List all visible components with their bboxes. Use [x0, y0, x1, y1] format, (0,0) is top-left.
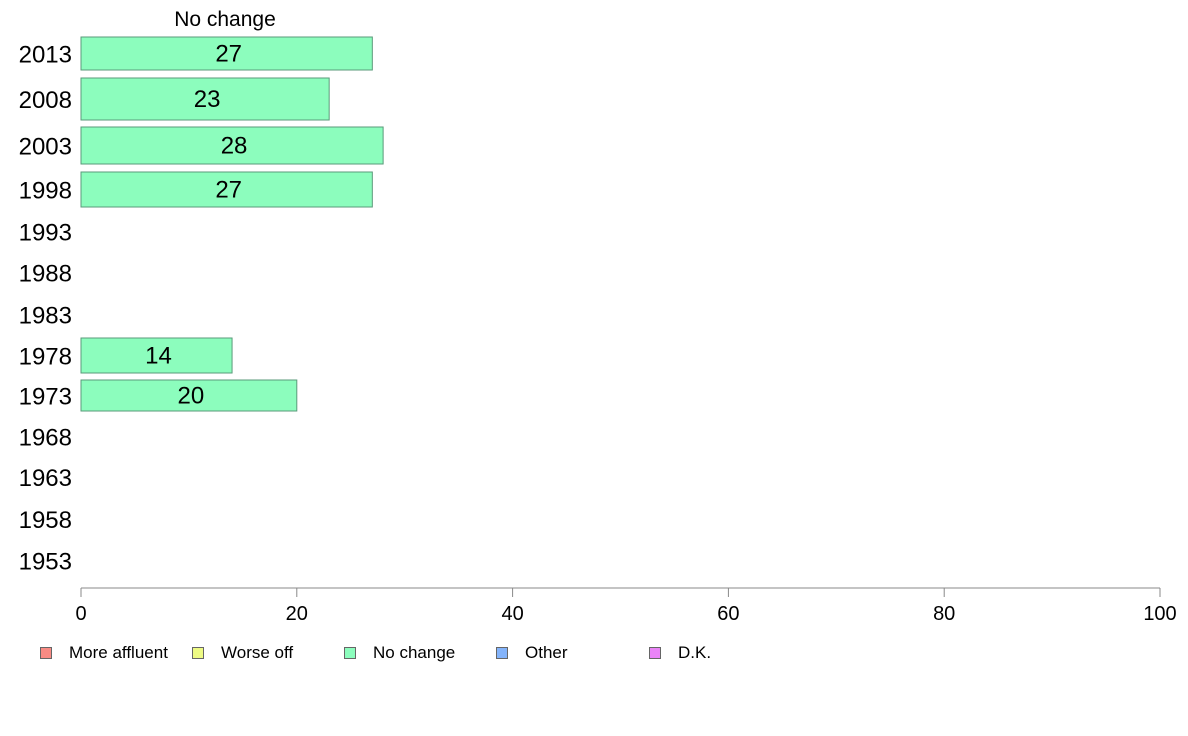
category-label-1988: 1988	[19, 261, 72, 288]
x-tick-label-0: 0	[75, 603, 86, 625]
legend-label: Other	[525, 643, 568, 662]
bar-2013	[80, 36, 373, 71]
bar-1978	[80, 337, 233, 374]
data-label-1973: 20	[178, 383, 205, 410]
bar-1998	[80, 171, 373, 208]
category-label-1973: 1973	[19, 384, 72, 411]
x-tick-label-40: 40	[501, 603, 523, 625]
x-tick-label-60: 60	[717, 603, 739, 625]
column-header-label: No change	[174, 8, 276, 31]
legend-swatch	[649, 647, 661, 659]
category-label-1983: 1983	[19, 303, 72, 330]
bar-2003	[80, 126, 384, 165]
data-label-1998: 27	[215, 177, 242, 204]
x-tick-label-20: 20	[286, 603, 308, 625]
legend-item-other: Other	[496, 643, 568, 663]
data-label-1978: 14	[145, 343, 172, 370]
bar-1973	[80, 379, 298, 412]
legend-label: More affluent	[69, 643, 168, 662]
data-label-2008: 23	[194, 86, 221, 113]
x-tick-label-100: 100	[1143, 603, 1176, 625]
data-label-2013: 27	[215, 41, 242, 68]
legend-swatch	[496, 647, 508, 659]
x-tick-label-80: 80	[933, 603, 955, 625]
legend-item-no-change: No change	[344, 643, 455, 663]
category-label-1978: 1978	[19, 344, 72, 371]
legend-swatch	[192, 647, 204, 659]
legend-swatch	[344, 647, 356, 659]
category-label-1958: 1958	[19, 507, 72, 534]
legend-label: D.K.	[678, 643, 712, 662]
category-label-1998: 1998	[19, 178, 72, 205]
category-label-1993: 1993	[19, 220, 72, 247]
category-label-1968: 1968	[19, 425, 72, 452]
legend-item-more-affluent: More affluent	[40, 643, 168, 663]
data-label-2003: 28	[221, 133, 248, 160]
bar-2008	[80, 77, 330, 121]
legend-label: Worse off	[221, 643, 294, 662]
category-label-1963: 1963	[19, 465, 72, 492]
legend-label: No change	[373, 643, 456, 662]
category-label-2003: 2003	[19, 134, 72, 161]
legend-swatch	[40, 647, 52, 659]
category-label-2013: 2013	[19, 42, 72, 69]
category-label-1953: 1953	[19, 549, 72, 576]
legend-item-worse-off: Worse off	[192, 643, 293, 663]
legend: More affluent Worse off No change Other D.K.	[0, 643, 1188, 663]
category-label-2008: 2008	[19, 87, 72, 114]
legend-item-d-k: D.K.	[649, 643, 711, 663]
